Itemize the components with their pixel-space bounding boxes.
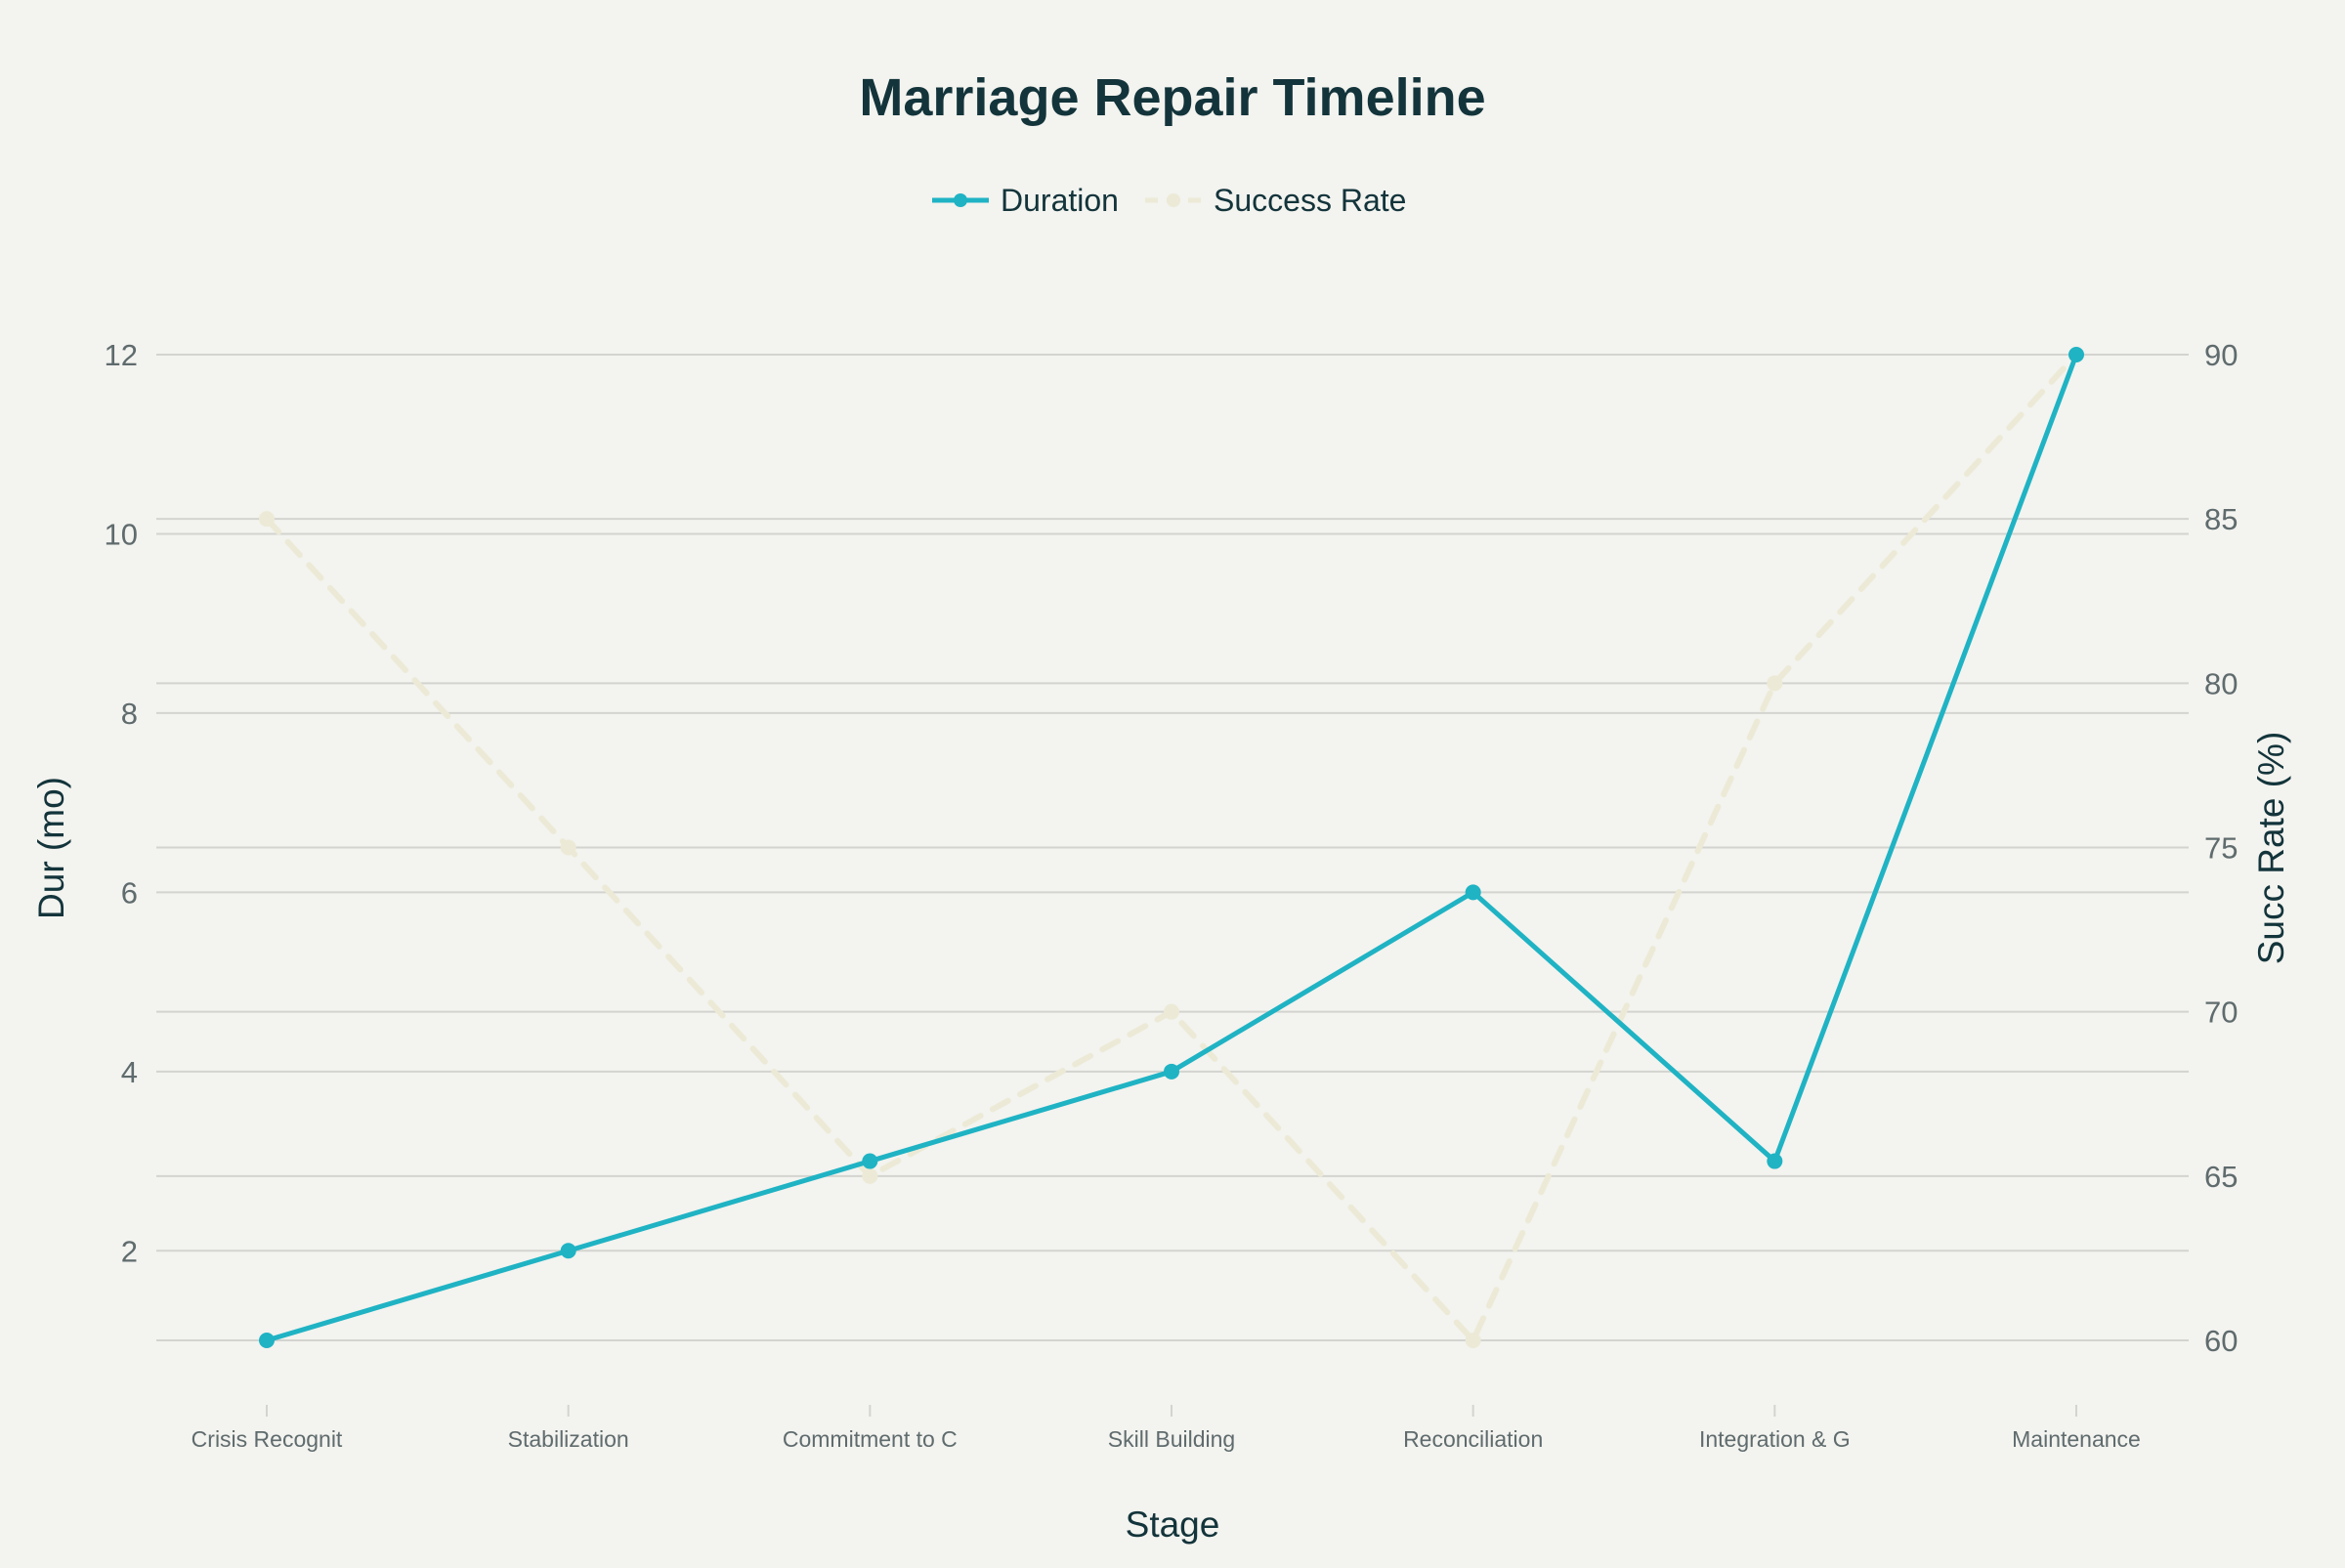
- series-layer: [259, 347, 2084, 1348]
- legend-label-duration: Duration: [1001, 183, 1119, 218]
- data-point-duration[interactable]: [259, 1333, 275, 1348]
- data-point-success-rate[interactable]: [259, 511, 275, 528]
- grid-lines: [156, 354, 2189, 1341]
- x-axis-title: Stage: [1126, 1504, 1220, 1545]
- y2-tick-label: 85: [2204, 502, 2238, 536]
- data-point-duration[interactable]: [862, 1153, 878, 1169]
- y2-tick-label: 65: [2204, 1160, 2238, 1194]
- y2-axis-ticks: 60 65 70 75 80 85 90: [2204, 338, 2238, 1358]
- y-tick-label: 4: [121, 1055, 138, 1089]
- y-tick-label: 8: [121, 697, 138, 731]
- data-point-duration[interactable]: [1767, 1153, 1783, 1169]
- x-tick-label: Commitment to C: [783, 1426, 958, 1452]
- data-point-success-rate[interactable]: [1465, 1333, 1481, 1348]
- y2-axis-title: Succ Rate (%): [2251, 732, 2291, 965]
- x-tick-label: Skill Building: [1108, 1426, 1235, 1452]
- data-point-success-rate[interactable]: [862, 1167, 878, 1184]
- legend-item-duration: Duration: [932, 183, 1119, 218]
- y-tick-label: 10: [105, 517, 138, 551]
- data-point-duration[interactable]: [1164, 1063, 1179, 1080]
- data-point-success-rate[interactable]: [1164, 1003, 1179, 1020]
- x-axis-ticks: Crisis Recognit Stabilization Commitment t…: [192, 1405, 2141, 1452]
- data-point-success-rate[interactable]: [1767, 675, 1783, 692]
- y-tick-label: 6: [121, 875, 138, 910]
- y-tick-label: 2: [121, 1234, 138, 1268]
- y-tick-label: 12: [105, 338, 138, 372]
- data-point-duration[interactable]: [1465, 884, 1481, 901]
- legend-marker-success-rate: [1167, 193, 1180, 207]
- y2-tick-label: 80: [2204, 666, 2238, 700]
- y2-tick-label: 90: [2204, 338, 2238, 372]
- data-point-duration[interactable]: [2068, 347, 2084, 362]
- chart-title: Marriage Repair Timeline: [859, 68, 1485, 127]
- x-tick-label: Crisis Recognit: [192, 1426, 343, 1452]
- y2-tick-label: 75: [2204, 831, 2238, 866]
- legend-item-success-rate: Success Rate: [1145, 183, 1406, 218]
- x-tick-label: Maintenance: [2012, 1426, 2141, 1452]
- x-tick-label: Stabilization: [508, 1426, 629, 1452]
- x-tick-label: Integration & G: [1699, 1426, 1851, 1452]
- legend-label-success-rate: Success Rate: [1214, 183, 1406, 218]
- data-point-success-rate[interactable]: [560, 839, 576, 856]
- x-tick-label: Reconciliation: [1403, 1426, 1543, 1452]
- legend: Duration Success Rate: [932, 183, 1406, 218]
- legend-marker-duration: [954, 193, 967, 207]
- y2-tick-label: 70: [2204, 996, 2238, 1030]
- y-axis-title: Dur (mo): [31, 777, 71, 919]
- data-point-duration[interactable]: [560, 1243, 576, 1259]
- y2-tick-label: 60: [2204, 1324, 2238, 1358]
- y-axis-ticks: 2 4 6 8 10 12: [105, 338, 138, 1268]
